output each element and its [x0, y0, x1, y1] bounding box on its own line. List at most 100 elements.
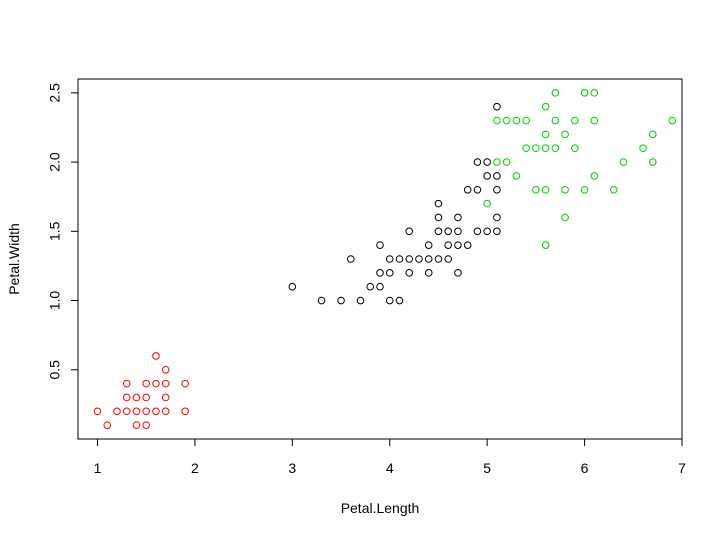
data-point-series-2: [405, 255, 414, 263]
data-point-series-1: [142, 407, 150, 416]
data-point-series-3: [580, 185, 589, 194]
x-axis: 1 2 3 4 5 6 7: [94, 438, 686, 476]
data-point-series-1: [181, 379, 189, 388]
data-point-series-1: [161, 407, 170, 416]
data-point-series-2: [493, 213, 501, 222]
data-points: [93, 89, 677, 429]
data-point-series-3: [502, 116, 511, 125]
data-point-series-1: [93, 407, 102, 416]
data-point-series-2: [434, 199, 443, 208]
data-point-series-2: [434, 227, 443, 236]
x-tick-label: 4: [386, 460, 394, 476]
y-axis-title: Petal.Width: [6, 223, 22, 295]
x-tick-label: 6: [581, 460, 589, 476]
data-point-series-2: [376, 241, 384, 249]
data-point-series-2: [405, 269, 414, 277]
data-point-series-2: [483, 172, 491, 180]
data-point-series-3: [532, 185, 540, 194]
y-axis: 0.5 1.0 1.5 2.0 2.5: [47, 83, 79, 380]
data-point-series-2: [434, 213, 443, 222]
data-point-series-3: [512, 172, 521, 180]
data-point-series-3: [668, 116, 677, 125]
data-point-series-3: [561, 213, 569, 222]
data-point-series-2: [405, 227, 414, 236]
data-point-series-2: [424, 241, 433, 249]
data-point-series-3: [580, 89, 589, 97]
data-point-series-1: [122, 379, 131, 388]
data-point-series-3: [619, 158, 628, 166]
data-point-series-2: [395, 255, 404, 263]
data-point-series-3: [590, 172, 599, 180]
data-point-series-2: [473, 227, 482, 236]
data-point-series-2: [493, 185, 501, 194]
data-point-series-1: [181, 407, 189, 416]
data-point-series-2: [493, 227, 501, 236]
data-point-series-2: [337, 296, 345, 305]
data-point-series-2: [463, 185, 472, 194]
x-tick-label: 2: [191, 460, 199, 476]
data-point-series-2: [424, 255, 433, 263]
data-point-series-2: [395, 296, 404, 305]
x-tick-label: 5: [483, 460, 491, 476]
data-point-series-2: [483, 227, 491, 236]
data-point-series-2: [473, 158, 482, 166]
data-point-series-2: [454, 227, 462, 236]
data-point-series-3: [561, 185, 569, 194]
data-point-series-3: [590, 116, 599, 125]
data-point-series-3: [541, 130, 550, 139]
data-point-series-2: [454, 241, 462, 249]
data-point-series-3: [648, 158, 657, 166]
data-point-series-3: [522, 144, 530, 153]
data-point-series-3: [551, 89, 560, 97]
data-point-series-2: [454, 213, 462, 222]
data-point-series-1: [161, 379, 170, 388]
data-point-series-3: [483, 199, 491, 208]
data-point-series-3: [541, 102, 550, 111]
data-point-series-3: [512, 116, 521, 125]
data-point-series-2: [424, 269, 433, 277]
data-point-series-2: [493, 172, 501, 180]
data-point-series-3: [639, 144, 647, 153]
data-point-series-1: [113, 407, 121, 416]
data-point-series-3: [532, 144, 540, 153]
data-point-series-3: [571, 116, 579, 125]
x-tick-label: 3: [288, 460, 296, 476]
data-point-series-3: [571, 144, 579, 153]
data-point-series-3: [590, 89, 599, 97]
x-tick-label: 1: [94, 460, 102, 476]
data-point-series-2: [376, 269, 384, 277]
data-point-series-1: [142, 393, 150, 402]
data-point-series-3: [502, 158, 511, 166]
data-point-series-1: [132, 421, 141, 429]
data-point-series-2: [415, 255, 423, 263]
data-point-series-3: [648, 130, 657, 139]
data-point-series-1: [132, 393, 141, 402]
data-point-series-1: [161, 365, 170, 374]
data-point-series-1: [103, 421, 112, 429]
data-point-series-2: [483, 158, 491, 166]
data-point-series-3: [541, 144, 550, 153]
y-tick-label: 1.5: [47, 221, 63, 241]
data-point-series-2: [366, 282, 375, 291]
data-point-series-2: [444, 241, 452, 249]
data-point-series-1: [122, 407, 131, 416]
data-point-series-3: [551, 116, 560, 125]
data-point-series-2: [444, 255, 452, 263]
data-point-series-2: [434, 255, 443, 263]
y-tick-label: 0.5: [47, 360, 63, 380]
y-tick-label: 2.5: [47, 83, 63, 103]
data-point-series-3: [541, 185, 550, 194]
y-tick-label: 1.0: [47, 291, 63, 311]
data-point-series-3: [541, 241, 550, 249]
data-point-series-2: [385, 255, 394, 263]
data-point-series-2: [473, 185, 482, 194]
data-point-series-3: [561, 130, 569, 139]
data-point-series-1: [152, 379, 160, 388]
data-point-series-3: [610, 185, 618, 194]
data-point-series-1: [152, 407, 160, 416]
data-point-series-1: [142, 421, 150, 429]
data-point-series-2: [317, 296, 326, 305]
data-point-series-3: [493, 116, 501, 125]
data-point-series-2: [454, 269, 462, 277]
data-point-series-3: [493, 158, 501, 166]
